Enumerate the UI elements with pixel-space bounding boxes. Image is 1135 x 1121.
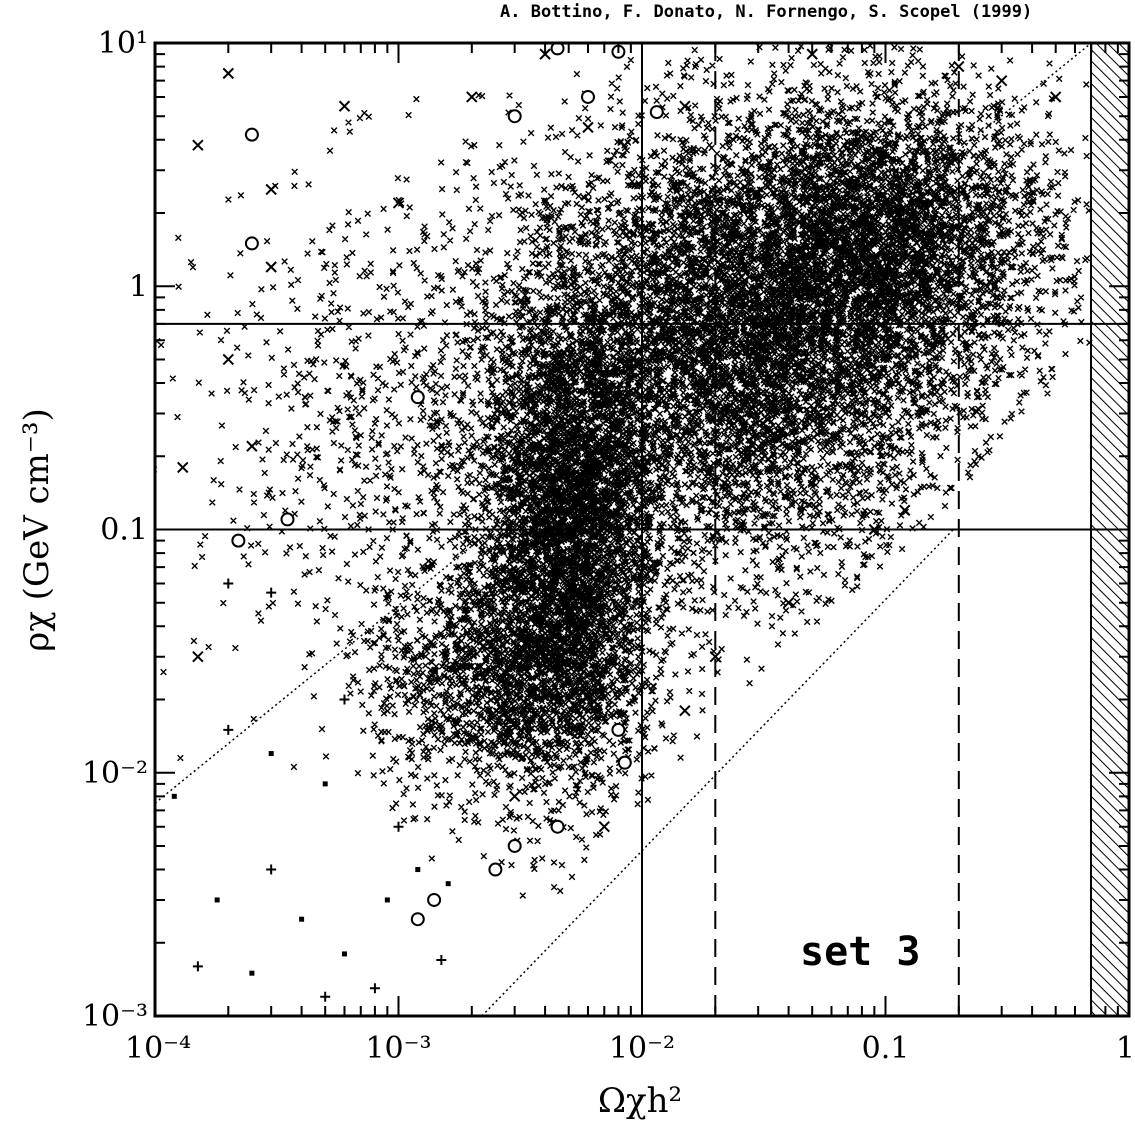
circle-marker <box>410 390 425 405</box>
dot-marker <box>341 951 347 957</box>
dense-x-markers <box>155 43 1093 899</box>
y-tick-label: 10⁻² <box>82 756 148 791</box>
circle-marker <box>410 912 425 927</box>
circle-marker <box>244 127 259 142</box>
x-marker <box>709 650 722 663</box>
x-marker <box>679 100 691 112</box>
plus-marker <box>266 587 277 598</box>
circle-marker <box>427 892 442 907</box>
x-tick-label: 0.1 <box>862 1031 910 1066</box>
y-tick-label: 10⁻³ <box>82 999 148 1034</box>
x-marker <box>782 597 795 609</box>
dot-marker <box>249 970 255 976</box>
x-marker <box>508 790 521 803</box>
x-marker <box>222 67 235 80</box>
y-tick-label: 0.1 <box>100 513 148 548</box>
x-axis-title: Ωχh² <box>598 1081 682 1121</box>
plus-marker <box>266 864 277 875</box>
circle-marker <box>611 722 626 737</box>
tick-marks <box>154 42 1130 1017</box>
plus-marker <box>223 578 234 589</box>
circle-marker <box>550 43 565 56</box>
circle-marker <box>580 89 595 104</box>
plus-marker <box>339 694 350 705</box>
plus-marker <box>393 821 404 832</box>
x-marker <box>806 48 818 60</box>
plus-marker <box>436 954 447 965</box>
circle-marker <box>231 533 246 548</box>
x-tick-label: 10⁻² <box>609 1031 675 1066</box>
circle-marker <box>507 838 522 853</box>
dot-marker <box>171 793 177 799</box>
attribution-text: A. Bottino, F. Donato, N. Fornengo, S. S… <box>500 2 1033 22</box>
plus-marker <box>320 991 331 1002</box>
dot-marker <box>445 881 451 887</box>
dot-marker <box>415 867 421 873</box>
y-tick-label: 10¹ <box>98 26 148 61</box>
plus-marker <box>223 724 234 735</box>
dense-point-cloud <box>155 43 1093 899</box>
x-marker <box>679 704 691 717</box>
dot-marker <box>384 897 390 903</box>
x-tick-label: 1 <box>1116 1031 1135 1066</box>
dotted-diagonal-upper <box>155 43 1092 804</box>
plus-marker <box>369 983 380 994</box>
circle-marker <box>617 755 632 770</box>
circle-marker <box>507 109 522 124</box>
circle-marker <box>550 819 565 834</box>
x-marker <box>1049 91 1062 103</box>
circle-marker <box>244 236 259 251</box>
set-label: set 3 <box>800 929 920 975</box>
reference-lines <box>155 43 1129 1016</box>
x-marker <box>953 60 965 73</box>
x-marker <box>466 91 478 103</box>
x-marker <box>392 197 405 209</box>
dot-marker <box>268 750 274 756</box>
y-axis-title: ρχ (GeV cm⁻³) <box>17 408 57 651</box>
x-marker <box>995 74 1008 87</box>
dot-marker <box>299 916 305 922</box>
x-marker <box>246 440 258 452</box>
x-marker <box>338 100 351 112</box>
x-marker <box>265 183 277 196</box>
axis-ticks <box>154 42 1130 1017</box>
dot-marker <box>214 897 220 903</box>
plus-marker <box>192 961 203 972</box>
x-marker <box>265 261 277 273</box>
x-marker <box>192 139 204 151</box>
x-marker <box>868 523 881 536</box>
marker-layer <box>171 43 1062 1002</box>
circle-marker <box>280 512 295 527</box>
y-tick-label: 1 <box>129 269 148 304</box>
x-marker <box>539 48 551 60</box>
circle-marker <box>488 862 503 877</box>
x-marker <box>598 821 610 833</box>
x-marker <box>222 353 235 366</box>
x-marker <box>899 504 911 516</box>
x-marker <box>192 650 204 663</box>
x-tick-label: 10⁻³ <box>365 1031 431 1066</box>
x-tick-label: 10⁻⁴ <box>125 1031 191 1066</box>
x-marker <box>177 461 189 474</box>
circle-marker <box>649 105 664 120</box>
dot-marker <box>322 781 328 787</box>
x-marker <box>582 121 594 134</box>
